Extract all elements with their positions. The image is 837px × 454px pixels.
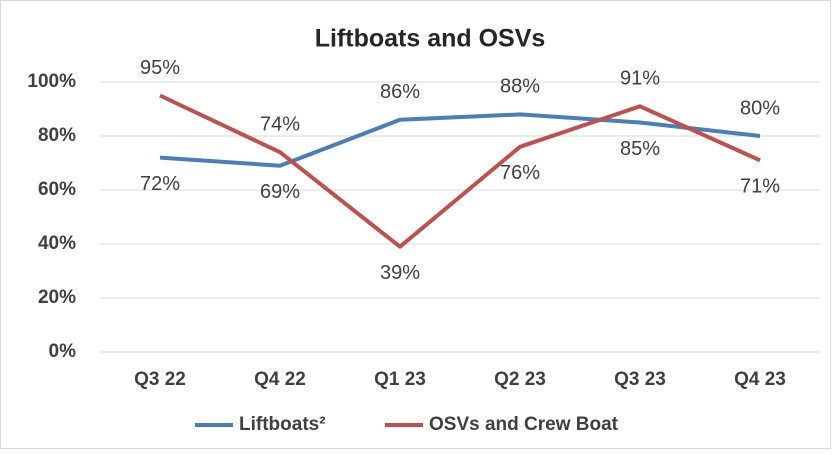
legend-label: Liftboats²: [239, 414, 326, 435]
data-label: 95%: [140, 57, 180, 79]
data-label: 69%: [260, 181, 300, 203]
y-tick-label: 0%: [49, 341, 77, 362]
x-tick-label: Q4 22: [254, 369, 306, 390]
y-tick-label: 40%: [38, 233, 76, 254]
series-line: [159, 112, 761, 168]
chart-title: Liftboats and OSVs: [315, 25, 546, 53]
data-label: 86%: [380, 81, 420, 103]
data-label: 39%: [380, 262, 420, 284]
x-tick-label: Q3 23: [614, 369, 666, 390]
data-label: 72%: [140, 173, 180, 195]
x-tick-label: Q4 23: [734, 369, 786, 390]
data-label: 91%: [620, 68, 660, 90]
y-tick-label: 100%: [27, 71, 76, 92]
data-label: 85%: [620, 138, 660, 160]
y-tick-label: 60%: [38, 179, 76, 200]
series-line: [159, 93, 761, 249]
legend-label: OSVs and Crew Boat: [429, 414, 619, 435]
data-label: 76%: [500, 162, 540, 184]
x-tick-label: Q2 23: [494, 369, 546, 390]
data-label: 80%: [740, 97, 780, 119]
data-label: 88%: [500, 76, 540, 98]
x-tick-label: Q1 23: [374, 369, 426, 390]
data-label: 71%: [740, 176, 780, 198]
y-tick-label: 20%: [38, 287, 76, 308]
y-tick-label: 80%: [38, 125, 76, 146]
x-tick-label: Q3 22: [134, 369, 186, 390]
data-label: 74%: [260, 113, 300, 135]
